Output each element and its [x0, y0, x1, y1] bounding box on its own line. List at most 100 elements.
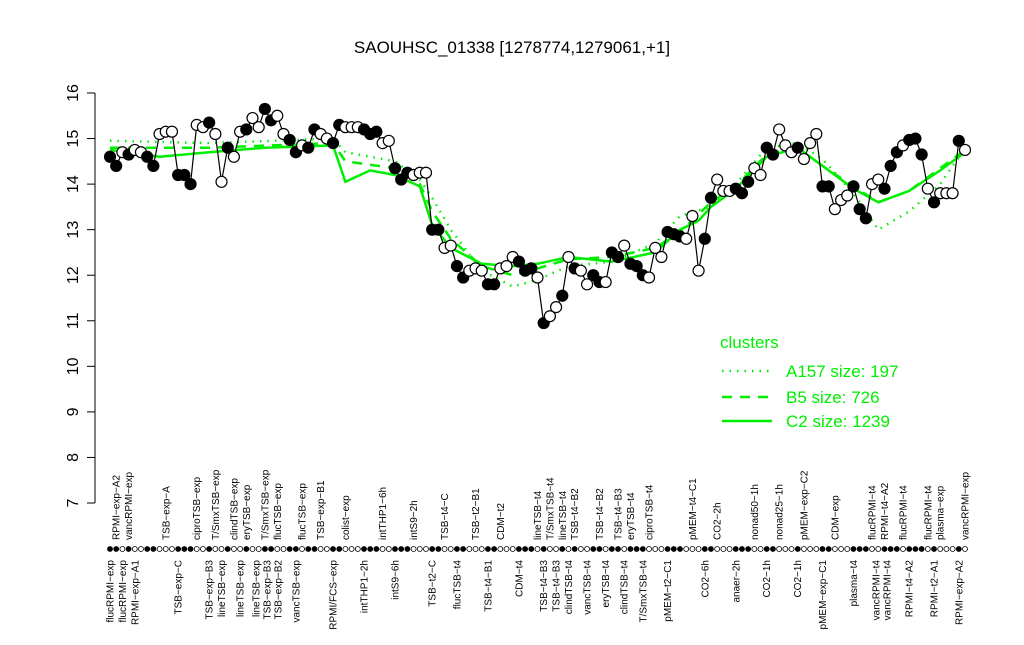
rug-mark	[392, 546, 398, 552]
sample-rug	[107, 546, 968, 552]
sample-label-bottom: TSB−t4−B1	[483, 560, 494, 612]
sample-label-bottom: intTHP1−2h	[360, 560, 371, 613]
data-point	[952, 134, 965, 147]
rug-mark	[962, 546, 968, 552]
data-series	[103, 102, 972, 330]
rug-mark	[924, 546, 931, 552]
rug-mark	[181, 546, 188, 552]
rug-mark	[237, 546, 244, 552]
rug-mark	[745, 546, 752, 552]
sample-label-top: flucTSB−exp	[273, 483, 284, 540]
rug-mark	[553, 546, 559, 552]
data-point	[958, 143, 972, 157]
rug-mark	[720, 546, 727, 552]
rug-mark	[701, 546, 708, 552]
rug-mark	[423, 546, 429, 552]
sample-label-bottom: anaer−2h	[731, 560, 742, 603]
data-point	[791, 141, 804, 154]
rug-mark	[546, 546, 553, 552]
sample-label-top: T/SmxTSB−exp	[260, 469, 271, 540]
rug-mark	[416, 546, 423, 552]
rug-mark	[175, 546, 182, 552]
data-point	[872, 173, 885, 186]
rug-mark	[138, 546, 144, 552]
rug-mark	[472, 546, 479, 552]
rug-mark	[813, 546, 820, 552]
rug-mark	[844, 546, 851, 552]
data-point	[580, 278, 594, 291]
sample-label-top: intS9−2h	[409, 500, 420, 540]
rug-mark	[794, 546, 801, 552]
data-point	[512, 255, 526, 268]
rug-mark	[726, 546, 733, 552]
rug-mark	[280, 546, 287, 552]
y-tick-label: 10	[65, 357, 82, 375]
data-point	[735, 187, 749, 200]
data-point	[103, 150, 117, 163]
rug-mark	[503, 546, 510, 552]
data-point	[946, 187, 959, 200]
data-point	[556, 289, 569, 302]
data-point	[382, 134, 395, 147]
data-point	[110, 159, 123, 172]
sample-label-bottom: TSB−exp−C	[174, 560, 185, 614]
rug-mark	[491, 546, 498, 552]
data-point	[909, 132, 922, 145]
data-point	[475, 264, 488, 277]
sample-label-bottom: lineTSB−exp	[251, 560, 262, 617]
rug-mark	[522, 546, 529, 552]
sample-label-bottom: RPMI−t4−A2	[905, 560, 916, 618]
sample-label-top: ciproTSB−t4	[645, 484, 656, 540]
data-point	[884, 159, 897, 172]
sample-label-top: plasma−exp	[936, 485, 947, 540]
sample-label-bottom: vancRPMI−t4	[882, 560, 893, 621]
sample-label-bottom: TSB−t4−B3	[539, 560, 550, 612]
y-tick-label: 7	[65, 498, 82, 507]
data-point	[203, 116, 216, 129]
data-point	[797, 152, 811, 166]
data-point	[841, 189, 854, 202]
sample-label-top: TSB−exp−A	[161, 486, 172, 540]
data-point	[419, 166, 433, 179]
rug-mark	[633, 546, 640, 552]
data-point	[704, 191, 718, 204]
rug-mark	[373, 546, 380, 552]
data-point	[444, 239, 457, 252]
data-point	[227, 150, 241, 163]
sample-label-bottom: flucTSB−t4	[452, 560, 463, 610]
rug-mark	[200, 546, 206, 552]
y-tick-label: 16	[65, 84, 82, 102]
y-tick-label: 12	[65, 266, 82, 284]
data-point	[618, 239, 631, 252]
rug-mark	[292, 546, 299, 552]
rug-mark	[900, 546, 906, 552]
data-point	[252, 121, 265, 134]
rug-mark	[466, 546, 473, 552]
rug-mark	[869, 546, 875, 552]
data-point	[543, 310, 556, 323]
data-point	[302, 141, 315, 154]
sample-labels: flucRPMI−exp flucRPMI−exp RPMI−exp−A1 TSB−e…	[106, 469, 972, 629]
rug-mark	[187, 546, 194, 552]
sample-label-bottom: CDM−t4	[514, 560, 525, 597]
rug-mark	[584, 546, 590, 552]
rug-mark	[831, 546, 838, 552]
rug-mark	[801, 546, 807, 552]
y-tick-label: 8	[65, 453, 82, 462]
data-point	[766, 148, 780, 161]
rug-mark	[435, 546, 442, 552]
sample-label-bottom: RPMI/FCS−exp	[329, 560, 340, 630]
sample-label-top: lineTSB−t4	[558, 490, 569, 540]
legend: clusters A157 size: 197 B5 size: 726 C2 …	[720, 333, 898, 431]
sample-label-bottom: pMEM−t2−C1	[663, 560, 674, 622]
rug-mark	[732, 546, 739, 552]
sample-label-top: pMEM−exp−C2	[799, 470, 810, 540]
rug-mark	[156, 546, 163, 552]
rug-mark	[212, 546, 219, 552]
rug-mark	[509, 546, 516, 552]
rug-mark	[497, 546, 504, 552]
sample-label-top: nonad25−1h	[775, 484, 786, 540]
legend-label-b5: B5 size: 726	[786, 388, 880, 407]
rug-mark	[893, 546, 900, 552]
data-point	[147, 159, 160, 172]
